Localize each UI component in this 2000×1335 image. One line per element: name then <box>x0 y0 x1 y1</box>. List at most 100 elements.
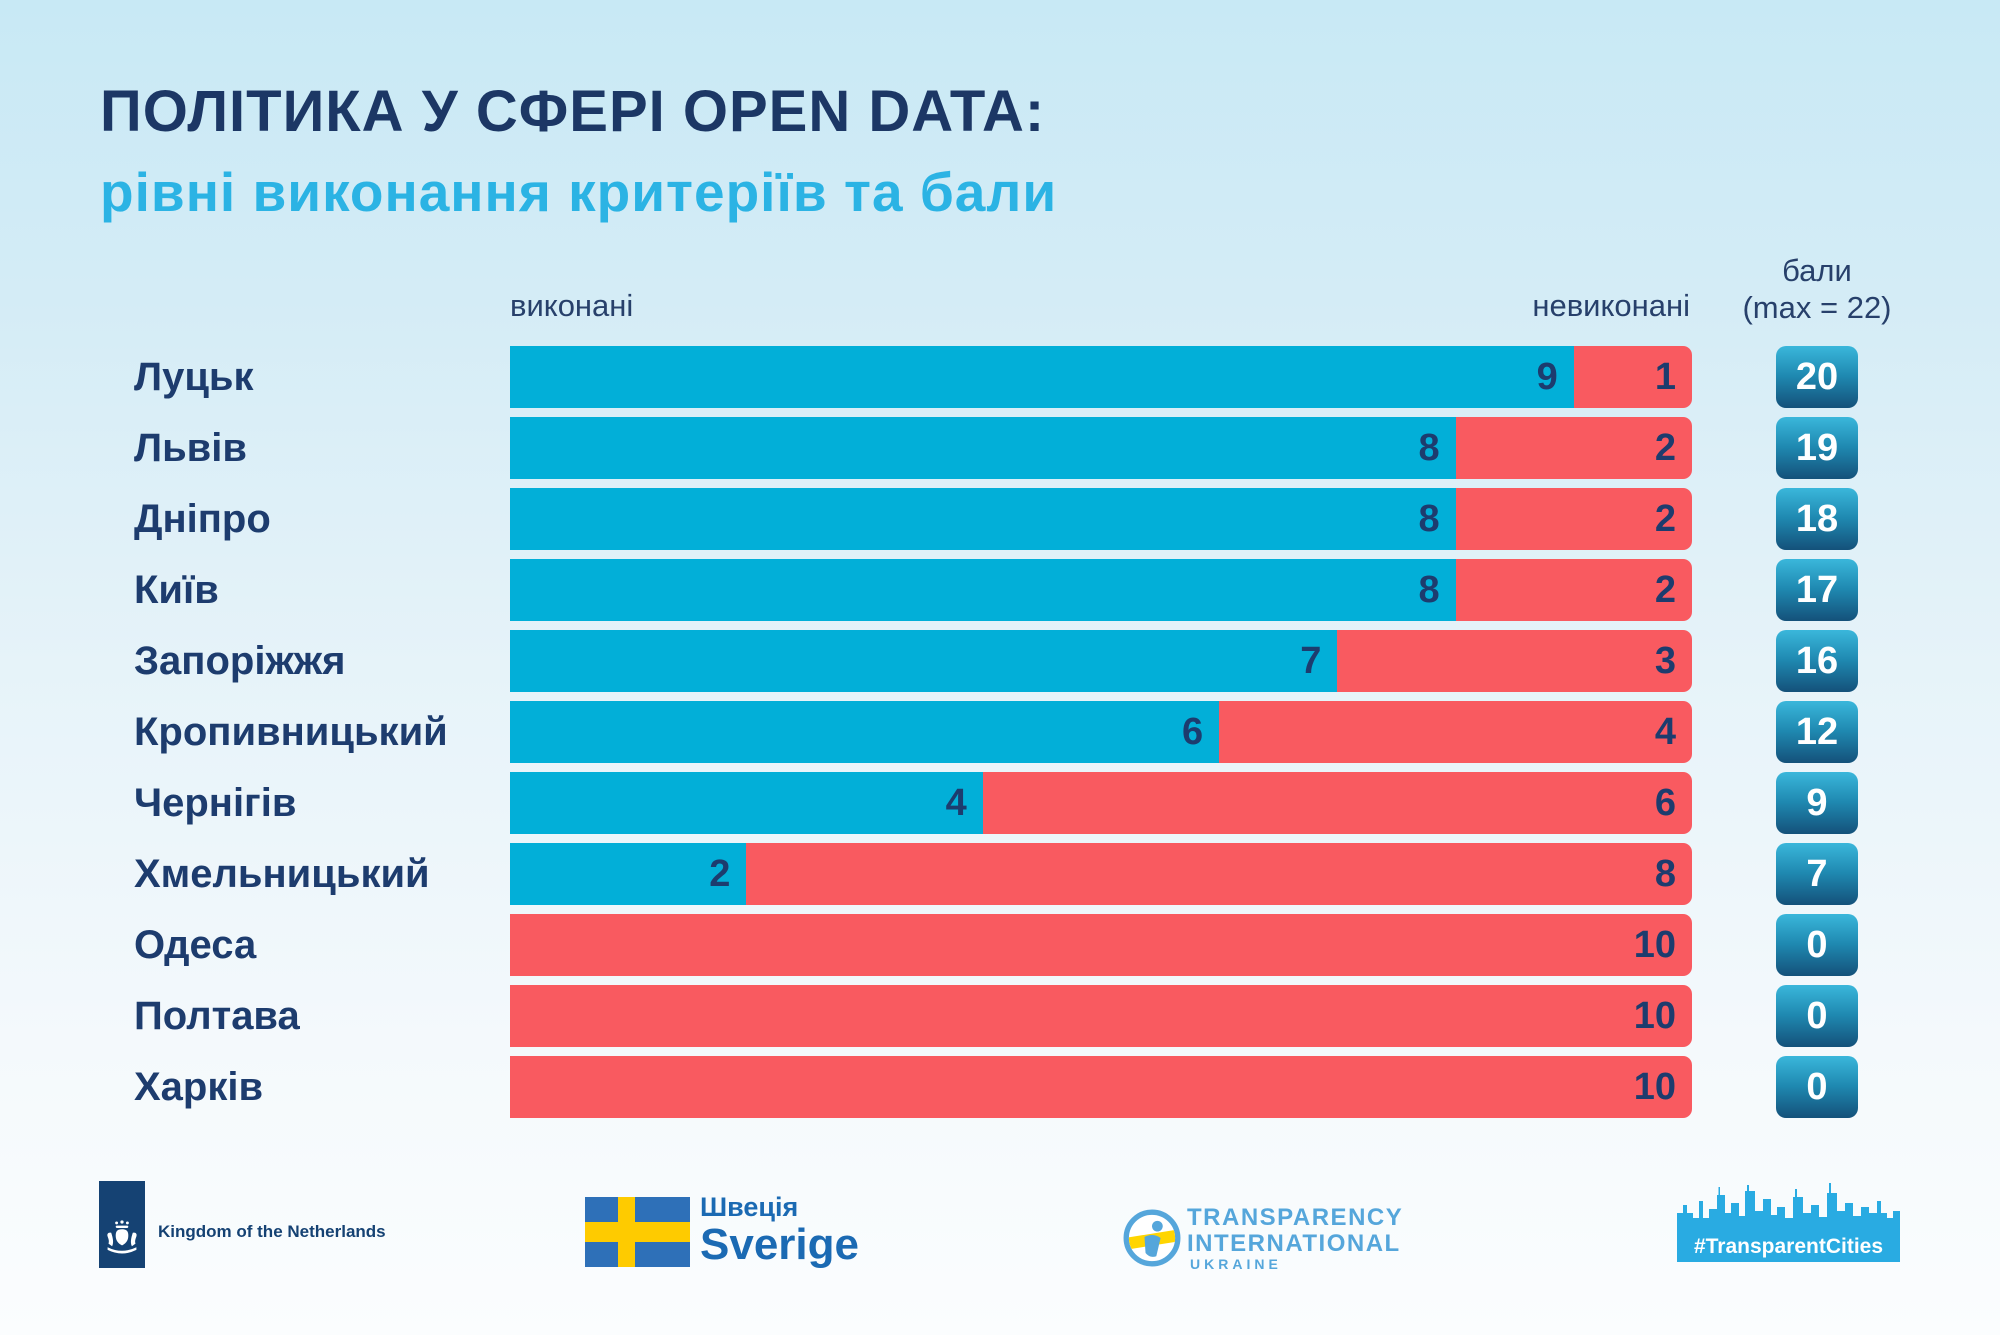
segment-value: 8 <box>1654 852 1676 895</box>
transparency-international-text-line1: TRANSPARENCY <box>1187 1204 1404 1231</box>
score-badge: 16 <box>1776 630 1858 692</box>
chart-row: Харків 10 0 <box>0 1056 2000 1118</box>
bar-segment-completed: 6 <box>510 701 1220 763</box>
bar-segment-not-completed: 10 <box>510 1056 1692 1118</box>
city-label: Київ <box>134 567 219 612</box>
bar-segment-not-completed: 2 <box>1455 488 1692 550</box>
bar-segment-not-completed: 10 <box>510 914 1692 976</box>
score-badge: 20 <box>1776 346 1858 408</box>
transparent-cities-banner: #TransparentCities <box>1677 1232 1900 1262</box>
bar-segment-completed: 8 <box>510 488 1456 550</box>
column-header-not-completed: невиконані <box>1532 288 1690 323</box>
segment-value: 8 <box>1418 426 1440 469</box>
transparency-international-globe-icon <box>1123 1209 1181 1267</box>
column-header-score: бали (max = 22) <box>1697 252 1937 326</box>
sweden-flag-icon <box>585 1197 690 1267</box>
bar-segment-not-completed: 3 <box>1337 630 1692 692</box>
segment-value: 8 <box>1418 497 1440 540</box>
segment-value: 8 <box>1418 568 1440 611</box>
city-label: Кропивницький <box>134 709 448 754</box>
chart-row: Львів 8 2 19 <box>0 417 2000 479</box>
segment-value: 2 <box>1654 497 1676 540</box>
score-header-line2: (max = 22) <box>1742 290 1892 325</box>
score-badge: 18 <box>1776 488 1858 550</box>
city-label: Харків <box>134 1064 264 1109</box>
netherlands-coat-of-arms-icon <box>107 1220 137 1254</box>
score-badge: 0 <box>1776 914 1858 976</box>
sweden-flag-cross-horizontal <box>585 1222 690 1242</box>
bar-segment-completed: 4 <box>510 772 983 834</box>
city-skyline-icon <box>1677 1183 1900 1232</box>
page-title: ПОЛІТИКА У СФЕРІ OPEN DATA: <box>100 79 1046 144</box>
segment-value: 10 <box>1633 1065 1676 1108</box>
transparent-cities-text: #TransparentCities <box>1693 1235 1884 1258</box>
bar-segment-completed: 8 <box>510 417 1456 479</box>
netherlands-logo <box>99 1181 145 1268</box>
chart-row: Дніпро 8 2 18 <box>0 488 2000 550</box>
city-label: Хмельницький <box>134 851 430 896</box>
bar-segment-not-completed: 1 <box>1573 346 1692 408</box>
segment-value: 4 <box>945 781 967 824</box>
transparency-international-text-line2: INTERNATIONAL <box>1187 1230 1401 1257</box>
score-badge: 12 <box>1776 701 1858 763</box>
city-label: Луцьк <box>134 354 254 399</box>
chart-row: Луцьк 9 1 20 <box>0 346 2000 408</box>
sweden-logo-text-sv: Sverige <box>700 1220 859 1269</box>
segment-value: 1 <box>1654 355 1676 398</box>
segment-value: 2 <box>709 852 731 895</box>
city-label: Одеса <box>134 922 257 967</box>
city-label: Львів <box>134 425 247 470</box>
chart-row: Одеса 10 0 <box>0 914 2000 976</box>
chart-row: Київ 8 2 17 <box>0 559 2000 621</box>
city-label: Дніпро <box>134 496 271 541</box>
segment-value: 10 <box>1633 994 1676 1037</box>
segment-value: 3 <box>1654 639 1676 682</box>
city-label: Чернігів <box>134 780 297 825</box>
segment-value: 6 <box>1182 710 1204 753</box>
segment-value: 2 <box>1654 568 1676 611</box>
segment-value: 4 <box>1654 710 1676 753</box>
score-badge: 0 <box>1776 1056 1858 1118</box>
chart-row: Запоріжжя 7 3 16 <box>0 630 2000 692</box>
bar-segment-not-completed: 10 <box>510 985 1692 1047</box>
bar-segment-completed: 7 <box>510 630 1338 692</box>
page-subtitle: рівні виконання критеріїв та бали <box>100 161 1058 223</box>
stacked-bar: 10 <box>510 985 1692 1047</box>
bar-segment-not-completed: 2 <box>1455 417 1692 479</box>
score-badge: 7 <box>1776 843 1858 905</box>
bar-chart: Луцьк 9 1 20 Львів 8 2 19 Дніпро 8 2 18 Київ 8 2 17 Запо… <box>0 346 2000 1118</box>
score-header-line1: бали <box>1782 253 1852 288</box>
transparent-cities-logo: #TransparentCities <box>1677 1183 1900 1262</box>
bar-segment-not-completed: 2 <box>1455 559 1692 621</box>
segment-value: 7 <box>1300 639 1322 682</box>
netherlands-logo-text: Kingdom of the Netherlands <box>158 1222 386 1241</box>
score-badge: 9 <box>1776 772 1858 834</box>
chart-row: Кропивницький 6 4 12 <box>0 701 2000 763</box>
score-badge: 17 <box>1776 559 1858 621</box>
segment-value: 10 <box>1633 923 1676 966</box>
segment-value: 9 <box>1536 355 1558 398</box>
bar-segment-completed: 9 <box>510 346 1574 408</box>
stacked-bar: 10 <box>510 1056 1692 1118</box>
chart-row: Полтава 10 0 <box>0 985 2000 1047</box>
score-badge: 0 <box>1776 985 1858 1047</box>
bar-segment-not-completed: 6 <box>982 772 1692 834</box>
segment-value: 2 <box>1654 426 1676 469</box>
chart-row: Хмельницький 2 8 7 <box>0 843 2000 905</box>
chart-row: Чернігів 4 6 9 <box>0 772 2000 834</box>
segment-value: 6 <box>1654 781 1676 824</box>
score-badge: 19 <box>1776 417 1858 479</box>
bar-segment-not-completed: 8 <box>746 843 1692 905</box>
bar-segment-completed: 2 <box>510 843 747 905</box>
transparency-international-text-line3: UKRAINE <box>1190 1256 1282 1272</box>
city-label: Запоріжжя <box>134 638 346 683</box>
